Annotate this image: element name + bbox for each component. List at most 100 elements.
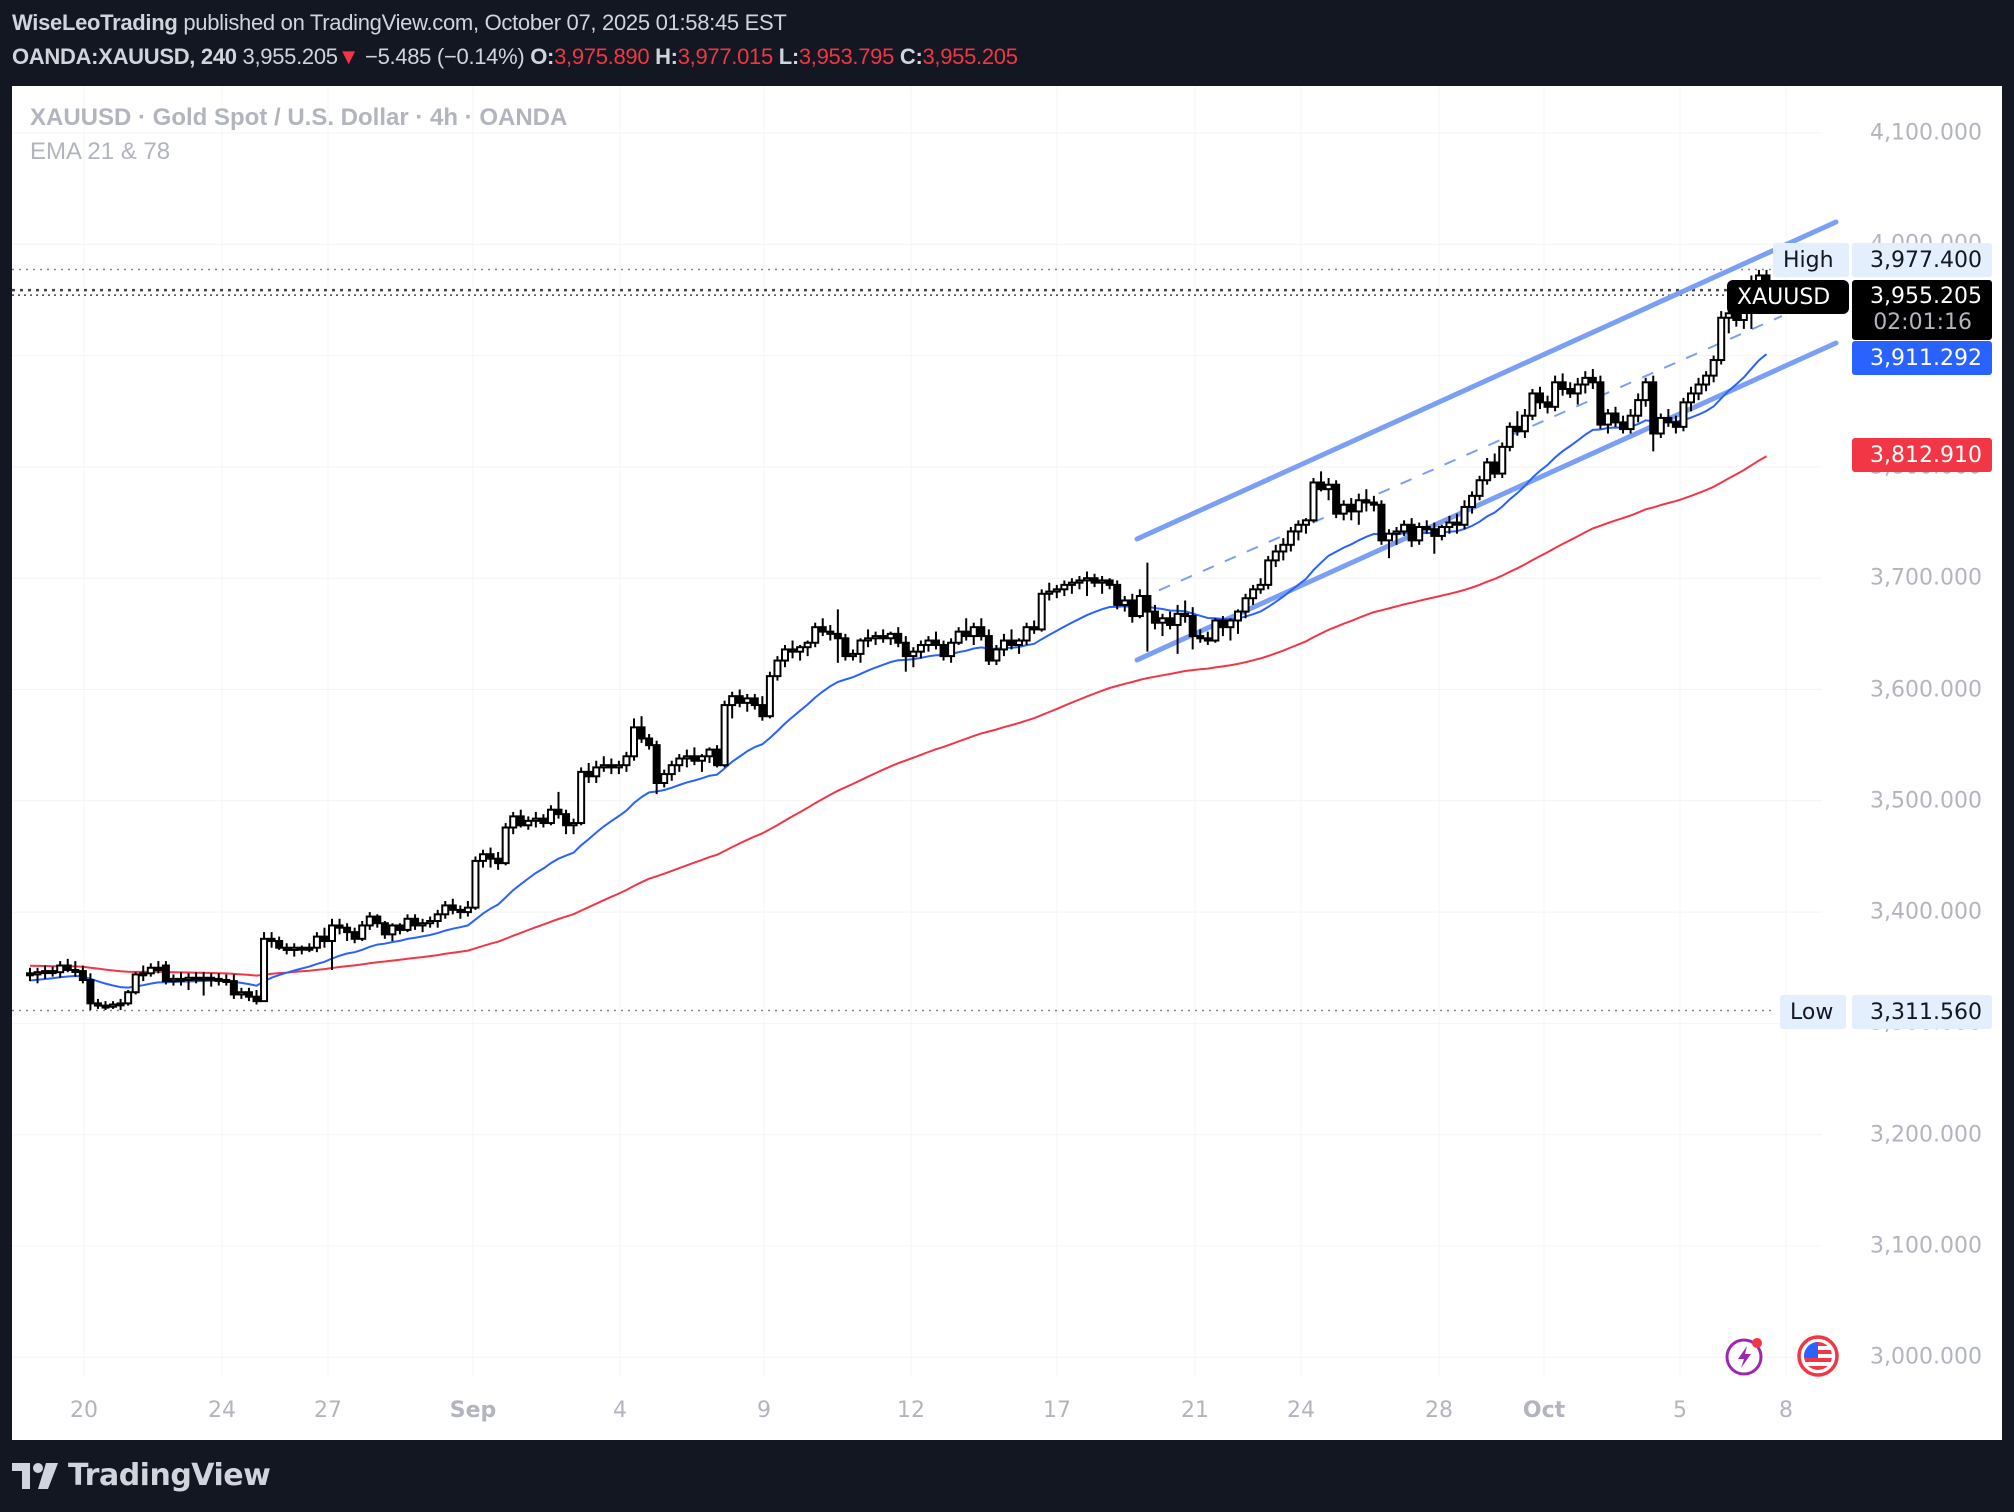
candle-up <box>1475 479 1484 497</box>
candle-up <box>1045 590 1054 595</box>
candle-up <box>1603 412 1612 426</box>
candle-up <box>1724 312 1733 319</box>
candle-up <box>781 648 789 662</box>
candle-down <box>71 968 80 973</box>
candle-up <box>1460 505 1469 526</box>
candle-up <box>131 973 140 994</box>
candle-up <box>1052 588 1061 593</box>
candle-up <box>1249 588 1258 600</box>
candle-up <box>388 924 397 936</box>
time-tick: Sep <box>449 1398 497 1423</box>
time-tick: 4 <box>613 1398 627 1423</box>
time-tick: 9 <box>757 1398 771 1423</box>
candle-up <box>1022 626 1031 642</box>
candle-up <box>1067 581 1076 586</box>
tradingview-logo[interactable]: TradingView <box>12 1458 271 1493</box>
chart-canvas[interactable] <box>12 86 2002 1440</box>
candle-up <box>697 755 706 762</box>
candle-down <box>1490 461 1499 475</box>
candle-down <box>1664 416 1673 424</box>
candle-up <box>1173 612 1182 626</box>
candle-up <box>1634 399 1643 417</box>
price-tick: 3,000.000 <box>1870 1344 1982 1370</box>
chart-legend-title[interactable]: XAUUSD · Gold Spot / U.S. Dollar · 4h · … <box>30 104 568 131</box>
lightning-alert-icon[interactable] <box>1723 1334 1767 1378</box>
candle-down <box>607 764 616 769</box>
candle-down <box>1090 577 1099 584</box>
candle-down <box>750 697 759 707</box>
close-value: 3,955.205 <box>922 44 1018 69</box>
candle-down <box>1332 483 1341 515</box>
candle-up <box>743 697 752 704</box>
candle-down <box>1150 610 1159 624</box>
candle-down <box>161 964 170 983</box>
candle-up <box>1520 414 1529 433</box>
candle-down <box>244 991 253 998</box>
channel-mid-line[interactable] <box>1136 315 1783 601</box>
bar-countdown: 02:01:16 <box>1873 310 1972 335</box>
author-name[interactable]: WiseLeoTrading <box>12 10 178 35</box>
candle-up <box>871 635 880 640</box>
candle-up <box>1256 583 1265 591</box>
candle-down <box>879 635 888 640</box>
chart-panel[interactable]: XAUUSD · Gold Spot / U.S. Dollar · 4h · … <box>12 86 2002 1440</box>
candle-up <box>524 819 533 827</box>
candle-down <box>516 815 525 827</box>
time-tick: 24 <box>1287 1398 1315 1423</box>
high-marker-value: 3,977.400 <box>1852 243 1992 277</box>
candle-up <box>479 853 487 862</box>
candle-up <box>1234 610 1242 622</box>
candle-down <box>1347 503 1356 513</box>
symbol-header: OANDA:XAUUSD, 240 3,955.205▼ −5.485 (−0.… <box>12 44 1018 70</box>
candle-up <box>811 626 820 644</box>
candle-up <box>1483 461 1492 482</box>
candle-down <box>1166 617 1175 626</box>
candle-up <box>1551 381 1560 408</box>
candle-up <box>169 977 178 983</box>
candle-down <box>350 931 359 940</box>
candle-down <box>1422 526 1431 531</box>
candle-down <box>1317 481 1326 491</box>
candle-down <box>1407 523 1416 542</box>
candle-down <box>252 995 261 1003</box>
us-flag-economic-events-icon[interactable] <box>1796 1334 1840 1378</box>
candle-down <box>320 935 329 943</box>
candle-up <box>1709 359 1718 377</box>
candle-up <box>682 755 691 760</box>
candle-up <box>569 822 578 827</box>
candle-down <box>1611 412 1620 424</box>
last-price: 3,955.205 <box>242 44 338 69</box>
candle-down <box>1619 421 1628 431</box>
candle-up <box>1679 401 1688 428</box>
channel-upper-line[interactable] <box>1134 219 1839 542</box>
ema21-line <box>29 353 1768 989</box>
candle-up <box>124 991 133 1005</box>
price-tick: 3,100.000 <box>1870 1233 1982 1259</box>
candle-up <box>184 976 193 981</box>
time-tick: 28 <box>1425 1398 1453 1423</box>
candle-up <box>667 764 676 776</box>
candle-down <box>554 808 563 816</box>
candle-down <box>637 726 646 740</box>
candle-down <box>154 966 163 971</box>
candle-down <box>1181 612 1190 618</box>
candle-down <box>841 637 850 658</box>
candle-up <box>599 764 608 769</box>
candle-down <box>713 748 722 767</box>
candle-down <box>818 626 827 633</box>
channel-lower-line[interactable] <box>1134 340 1839 663</box>
candle-down <box>1203 637 1212 642</box>
candle-down <box>486 853 495 860</box>
indicator-legend[interactable]: EMA 21 & 78 <box>30 138 171 165</box>
candle-up <box>1573 383 1582 395</box>
candle-up <box>1505 425 1514 448</box>
candle-up <box>765 675 774 718</box>
time-tick: Oct <box>1522 1398 1566 1423</box>
candle-down <box>177 977 185 982</box>
candle-up <box>501 826 510 865</box>
candle-up <box>1075 579 1084 584</box>
candle-down <box>297 946 306 951</box>
candle-down <box>214 977 223 982</box>
time-tick: 20 <box>70 1398 98 1423</box>
candle-down <box>86 978 95 1005</box>
